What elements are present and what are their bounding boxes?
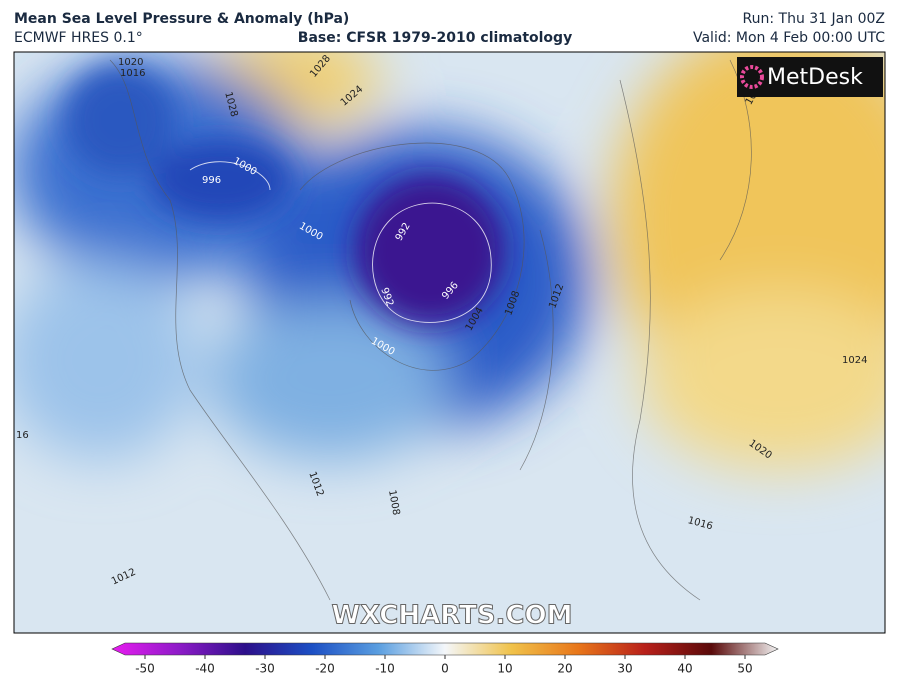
model: ECMWF HRES 0.1° — [14, 30, 143, 46]
base: Base: CFSR 1979-2010 climatology — [298, 30, 572, 46]
valid: Valid: Mon 4 Feb 00:00 UTC — [693, 30, 885, 46]
contour-label: 1008 — [386, 489, 401, 516]
colorbar-tick-label: -20 — [315, 662, 335, 676]
colorbar-tick-label: 10 — [497, 662, 512, 676]
logo-icon — [740, 65, 764, 89]
contour-label: 996 — [202, 175, 221, 186]
colorbar-tick-label: 30 — [617, 662, 632, 676]
contour-label: 1020 — [118, 57, 143, 68]
contour-label: 1024 — [842, 355, 867, 366]
map: 1020 1016 1028 1028 1024 1000 996 1000 9… — [14, 52, 885, 633]
colorbar-tick-label: -10 — [375, 662, 395, 676]
contour-label: 1016 — [120, 68, 145, 79]
title: Mean Sea Level Pressure & Anomaly (hPa) — [14, 11, 349, 27]
map-frame — [13, 51, 886, 634]
colorbar-gradient — [111, 642, 779, 656]
colorbar-tick-label: 40 — [677, 662, 692, 676]
colorbar-tick-label: 20 — [557, 662, 572, 676]
logo: MetDesk — [767, 65, 863, 90]
colorbar: -50 -40 -30 -20 -10 0 10 20 30 40 50 — [111, 642, 779, 676]
contour-label: 16 — [16, 430, 29, 441]
colorbar-tick-label: -30 — [255, 662, 275, 676]
watermark: WXCHARTS.COM — [331, 601, 572, 631]
colorbar-tick-label: -40 — [195, 662, 215, 676]
run: Run: Thu 31 Jan 00Z — [743, 11, 885, 27]
colorbar-tick-label: 0 — [441, 662, 449, 676]
colorbar-tick-label: 50 — [737, 662, 752, 676]
colorbar-tick-label: -50 — [135, 662, 155, 676]
